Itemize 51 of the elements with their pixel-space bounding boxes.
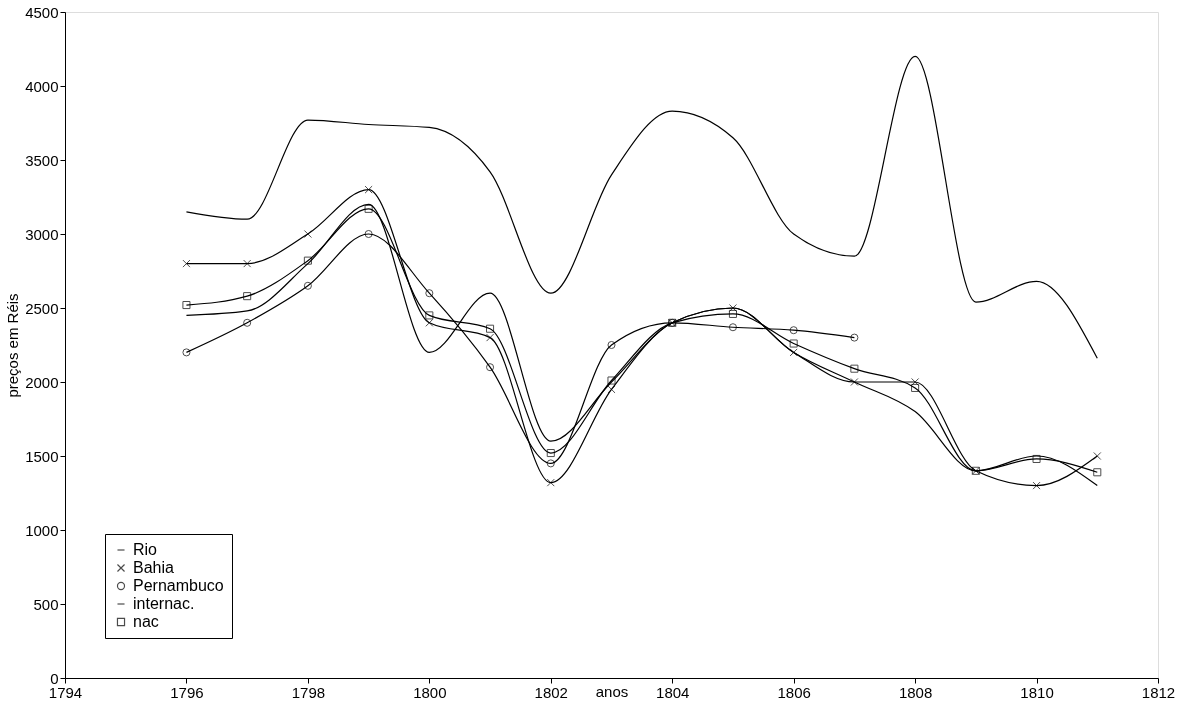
- point: [364, 204, 373, 213]
- x-tick-label: 1808: [898, 683, 933, 701]
- x-tick-label: 1800: [413, 683, 447, 701]
- point: [364, 229, 373, 239]
- y-tick-label: 3500: [25, 151, 59, 169]
- point: [911, 383, 920, 392]
- point: [486, 363, 495, 372]
- point: [850, 333, 859, 342]
- point: [546, 449, 555, 458]
- point: [789, 326, 798, 335]
- point: [425, 311, 434, 320]
- x-axis-title: anos: [595, 682, 629, 700]
- point: [425, 289, 434, 298]
- y-tick-label: 2500: [25, 299, 59, 317]
- point: [789, 339, 798, 348]
- point: [607, 376, 616, 385]
- point: [607, 340, 616, 350]
- legend-label: nac: [133, 613, 159, 630]
- y-tick-label: 4000: [25, 77, 59, 95]
- x-tick-label: 1796: [170, 683, 204, 701]
- point: [243, 292, 252, 301]
- point: [303, 281, 312, 290]
- legend-label: internac.: [133, 595, 195, 612]
- legend-label: Pernambuco: [133, 577, 224, 594]
- y-tick-label: 3000: [25, 225, 59, 243]
- x-tick-label: 1810: [1020, 683, 1054, 701]
- line-series: [185, 55, 1098, 359]
- x-tick-label: 1798: [291, 683, 326, 701]
- point: [850, 364, 859, 373]
- y-axis-title: preços em Réis: [4, 293, 22, 398]
- y-tick-label: 4500: [25, 3, 59, 21]
- point: [546, 459, 555, 468]
- point: [1093, 468, 1102, 477]
- point: [486, 324, 495, 333]
- point: [1032, 454, 1041, 463]
- point: [728, 323, 737, 332]
- point: [182, 348, 191, 357]
- y-tick-label: 1500: [25, 447, 59, 465]
- y-tick-label: 500: [33, 595, 59, 613]
- x-tick-label: 1812: [1141, 683, 1176, 701]
- x-tick-label: 1802: [534, 683, 568, 701]
- legend-label: Bahia: [133, 559, 175, 576]
- y-tick-label: 2000: [25, 373, 59, 391]
- point: [243, 318, 252, 327]
- point: [728, 309, 737, 318]
- point: [182, 301, 191, 310]
- x-tick-label: 1806: [777, 683, 811, 701]
- y-tick-label: 1000: [25, 521, 59, 539]
- legend-label: Rio: [133, 541, 158, 558]
- x-tick-label: 1804: [656, 683, 690, 701]
- point: [303, 256, 312, 265]
